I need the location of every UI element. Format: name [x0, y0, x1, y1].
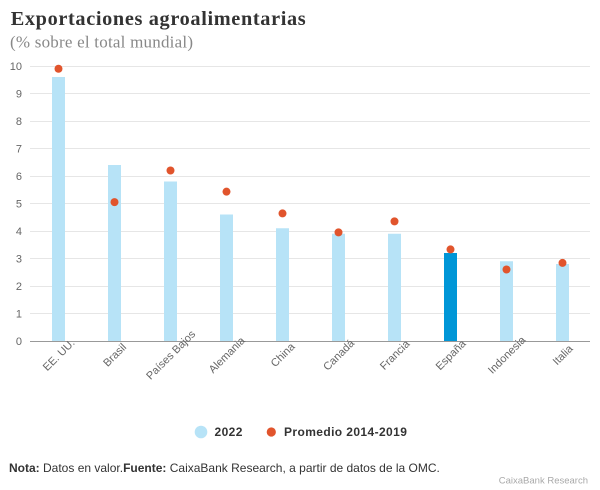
svg-text:Promedio 2014-2019: Promedio 2014-2019 [284, 425, 407, 439]
svg-text:5: 5 [16, 198, 22, 210]
svg-text:10: 10 [10, 61, 22, 73]
svg-text:0: 0 [16, 336, 22, 348]
svg-text:Nota: Datos en valor.Fuente: C: Nota: Datos en valor.Fuente: CaixaBank R… [9, 461, 440, 475]
svg-text:2: 2 [16, 281, 22, 293]
svg-text:Exportaciones agroalimentarias: Exportaciones agroalimentarias [11, 8, 306, 30]
svg-text:7: 7 [16, 143, 22, 155]
svg-text:(% sobre el total mundial): (% sobre el total mundial) [10, 32, 193, 51]
svg-text:2022: 2022 [215, 425, 243, 439]
svg-text:6: 6 [16, 171, 22, 183]
svg-text:8: 8 [16, 116, 22, 128]
svg-text:9: 9 [16, 88, 22, 100]
svg-text:4: 4 [16, 226, 22, 238]
svg-text:3: 3 [16, 253, 22, 265]
svg-text:CaixaBank Research: CaixaBank Research [499, 476, 588, 487]
svg-text:1: 1 [16, 308, 22, 320]
